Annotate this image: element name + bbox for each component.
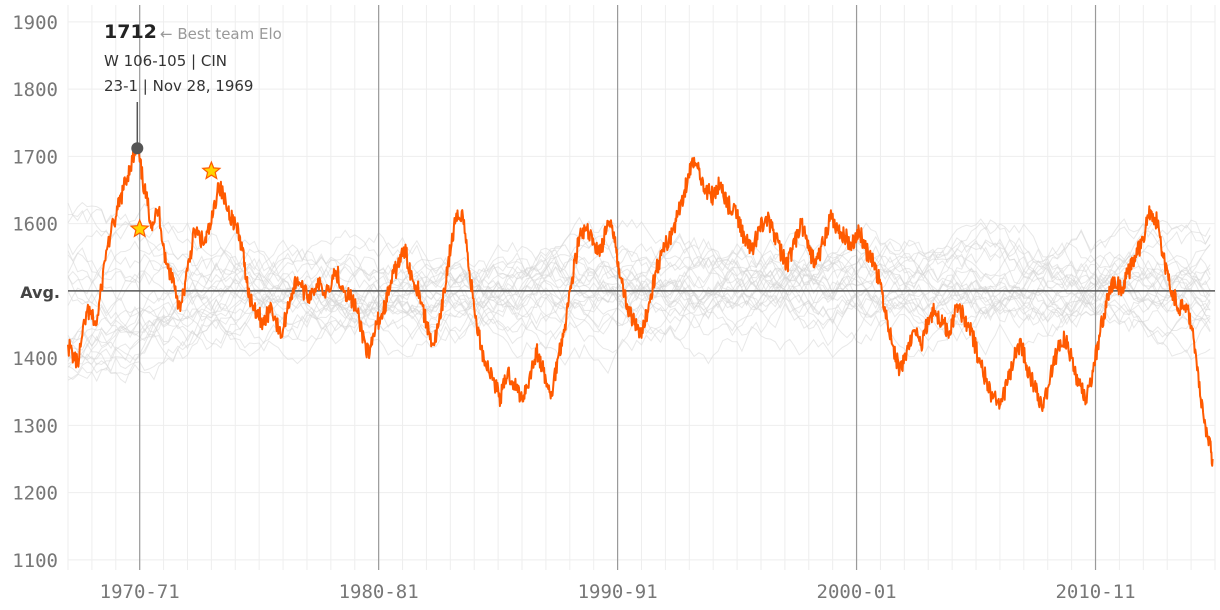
background-team-line — [67, 241, 1211, 358]
background-team-line — [67, 218, 1211, 312]
annotation-record-date: 23-1 | Nov 28, 1969 — [104, 77, 253, 95]
avg-label: Avg. — [20, 283, 60, 302]
y-tick-label: 1600 — [12, 214, 58, 236]
star-marker — [201, 160, 222, 180]
x-tick-label: 1980-81 — [339, 581, 419, 603]
y-tick-label: 1300 — [12, 415, 58, 437]
y-tick-label: 1800 — [12, 79, 58, 101]
background-team-line — [67, 231, 1211, 324]
annotation-label: ← Best team Elo — [160, 25, 282, 43]
x-tick-label: 2000-01 — [817, 581, 897, 603]
y-tick-label: 1700 — [12, 146, 58, 168]
annotation-peak-dot — [131, 142, 144, 155]
background-team-line — [67, 219, 1211, 381]
background-team-line — [67, 235, 1211, 383]
team-elo-line — [67, 145, 1214, 467]
y-tick-label: 1900 — [12, 12, 58, 34]
annotation-value: 1712 — [104, 21, 157, 43]
annotation-game-result: W 106-105 | CIN — [104, 52, 227, 70]
y-tick-label: 1100 — [12, 550, 58, 572]
y-tick-label: 1200 — [12, 483, 58, 505]
x-tick-label: 1970-71 — [100, 581, 180, 603]
annotation: 1712 ← Best team Elo W 106-105 | CIN 23-… — [104, 21, 282, 155]
background-team-line — [67, 226, 1211, 351]
axis-layer: 1970-71 1980-81 1990-91 2000-01 2010-11 1900 1… — [12, 5, 1215, 603]
star-marker — [129, 218, 150, 238]
x-tick-label: 2010-11 — [1055, 581, 1135, 603]
background-team-line — [67, 201, 1211, 323]
x-tick-label: 1990-91 — [578, 581, 658, 603]
y-tick-label: 1400 — [12, 348, 58, 370]
background-team-line — [67, 246, 1211, 358]
marker-layer — [129, 160, 222, 238]
background-team-line — [67, 208, 1211, 365]
series-layer — [67, 145, 1214, 467]
background-team-line — [67, 250, 1211, 374]
